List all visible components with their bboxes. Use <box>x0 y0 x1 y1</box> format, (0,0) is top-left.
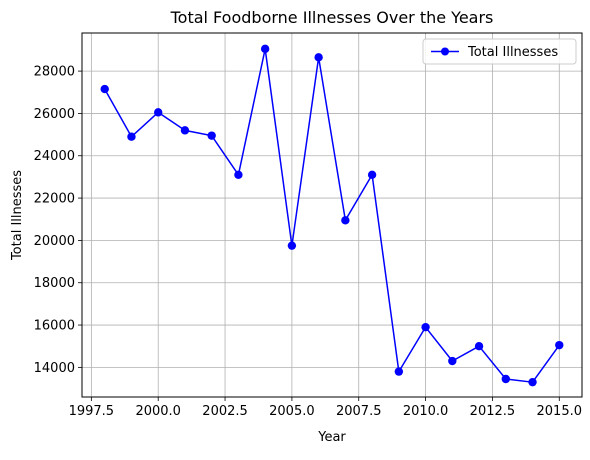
legend-marker-swatch <box>441 47 449 56</box>
data-point <box>180 126 190 135</box>
legend-box <box>422 38 577 65</box>
data-point <box>421 322 430 332</box>
x-tick-label: 2010.0 <box>403 404 449 419</box>
grid-lines <box>82 33 582 397</box>
y-tick-label: 18000 <box>34 276 75 291</box>
chart-title: Total Foodborne Illnesses Over the Years <box>170 8 494 27</box>
data-point <box>207 131 216 140</box>
series-layer <box>100 44 564 387</box>
data-point <box>127 132 136 141</box>
data-point <box>234 170 243 179</box>
y-tick-label: 22000 <box>34 192 75 207</box>
x-tick-label: 2000.0 <box>135 404 181 419</box>
data-point <box>100 84 109 94</box>
x-axis-label: Year <box>317 430 346 445</box>
series-line <box>104 48 560 383</box>
data-point <box>501 374 510 384</box>
data-point <box>341 216 350 225</box>
data-point <box>394 367 404 376</box>
y-tick-label: 20000 <box>34 234 75 249</box>
x-tick-label: 2002.5 <box>202 404 248 419</box>
y-tick-label: 16000 <box>34 319 75 334</box>
data-point <box>555 340 564 350</box>
x-tick-label: 2015.0 <box>537 404 583 419</box>
y-tick-label: 26000 <box>34 107 75 122</box>
y-axis-label: Total Illnesses <box>10 170 25 261</box>
legend-entry-label: Total Illnesses <box>467 45 558 60</box>
x-tick-label: 2005.0 <box>269 404 315 419</box>
data-point <box>260 44 270 54</box>
data-point <box>448 356 457 366</box>
data-point <box>528 377 537 387</box>
y-tick-label: 14000 <box>34 361 75 376</box>
x-tick-label: 2012.5 <box>470 404 516 419</box>
data-point <box>154 108 163 117</box>
y-tick-label: 24000 <box>34 149 75 164</box>
data-point <box>287 241 297 250</box>
x-tick-label: 1997.5 <box>69 404 115 419</box>
data-point <box>474 342 484 351</box>
axis-ticks: 1997.5 2000.0 2002.5 2005.0 2007.5 2010.0 2012… <box>34 65 582 419</box>
x-tick-label: 2007.5 <box>336 404 382 419</box>
data-point <box>314 53 323 62</box>
plot-frame <box>81 32 583 398</box>
y-tick-label: 28000 <box>34 65 75 80</box>
data-point <box>367 170 377 179</box>
legend: Total Illnesses <box>422 38 577 65</box>
